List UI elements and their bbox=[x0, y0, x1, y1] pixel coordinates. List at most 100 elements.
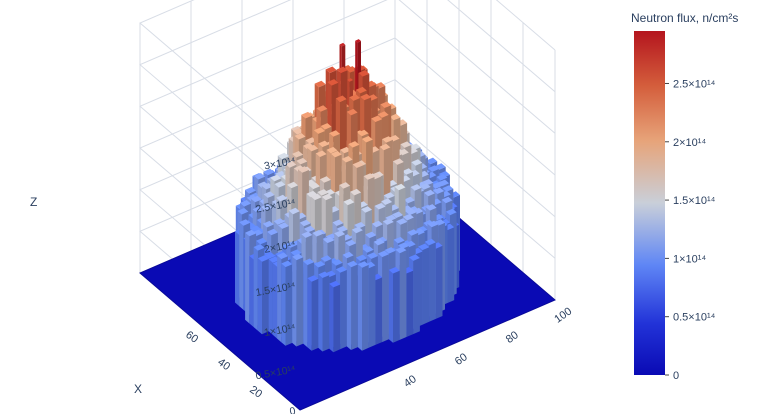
surface-cell-top bbox=[394, 183, 406, 191]
colorbar-tick-label: 2.5×10¹⁴ bbox=[673, 78, 716, 90]
surface-cell-top bbox=[336, 225, 348, 233]
colorbar-tick-label: 2×10¹⁴ bbox=[673, 137, 706, 149]
surface-cell-top bbox=[340, 146, 351, 154]
surface-cell-top bbox=[245, 187, 256, 194]
surface-cell-top bbox=[433, 187, 445, 194]
surface-cell-top bbox=[345, 66, 357, 73]
surface-cell-top bbox=[305, 137, 317, 144]
surface-cell-side bbox=[368, 265, 376, 348]
colorbar-gradient bbox=[634, 31, 665, 375]
surface-cell-top bbox=[252, 206, 264, 213]
surface-cell-top bbox=[312, 230, 324, 237]
surface-cell-top bbox=[277, 252, 288, 259]
surface-cell-top bbox=[384, 247, 396, 254]
y-tick-label: 80 bbox=[504, 329, 521, 346]
surface-cell-top bbox=[327, 79, 339, 86]
surface-cell-top bbox=[323, 236, 335, 244]
surface-cell-top bbox=[298, 166, 309, 173]
surface-cell-top bbox=[315, 150, 327, 157]
surface-cell-top bbox=[374, 203, 386, 210]
surface-cell-top bbox=[362, 246, 374, 253]
surface-cell-side bbox=[346, 263, 352, 350]
surface-cell-top bbox=[314, 80, 326, 88]
surface-cell-top bbox=[403, 196, 415, 204]
surface-cell-top bbox=[303, 225, 315, 233]
surface-cell-top bbox=[335, 95, 347, 102]
surface-cell-top bbox=[377, 111, 389, 118]
surface-cell-top bbox=[287, 181, 298, 189]
surface-cell-top bbox=[318, 140, 330, 148]
surface-cell-top bbox=[303, 258, 315, 265]
z-grid-line bbox=[139, 0, 556, 203]
z-grid-line bbox=[139, 0, 556, 161]
surface-cell-top bbox=[350, 188, 362, 196]
surface-cell-top bbox=[361, 206, 372, 213]
surface-cell-top bbox=[307, 144, 319, 152]
surface-cell-side bbox=[318, 274, 323, 352]
surface-cell-top bbox=[307, 275, 319, 282]
surface-cell-side bbox=[292, 256, 297, 347]
surface-cell-top bbox=[373, 238, 385, 246]
surface-cell-top bbox=[442, 185, 454, 192]
surface-cell-top bbox=[303, 142, 314, 150]
surface-cell-top bbox=[310, 193, 322, 201]
surface-cell-top bbox=[335, 266, 347, 273]
surface-cell-top bbox=[314, 261, 325, 268]
surface-cell-top bbox=[351, 226, 363, 234]
surface-cell-side bbox=[351, 264, 358, 350]
surface-cell-top bbox=[326, 146, 338, 154]
surface-cell-side bbox=[382, 254, 389, 343]
surface-cell-top bbox=[263, 191, 275, 198]
z-tick-label: 2×10¹⁴ bbox=[263, 238, 296, 255]
surface-cell-top bbox=[313, 127, 325, 134]
surface-cell-top bbox=[268, 256, 280, 263]
surface-cell-top bbox=[347, 78, 353, 82]
surface-cell-top bbox=[371, 115, 382, 123]
surface-cell-top bbox=[382, 218, 394, 225]
colorbar-tick-label: 1.5×10¹⁴ bbox=[673, 195, 716, 207]
surface-cell-side bbox=[272, 263, 278, 339]
surface-cell-top bbox=[427, 220, 439, 228]
surface-cell-top bbox=[383, 192, 395, 199]
surface-cell-top bbox=[246, 194, 258, 202]
surface-cell-top bbox=[346, 108, 358, 116]
surface-cell-top bbox=[250, 195, 262, 203]
surface-cell-top bbox=[396, 218, 408, 225]
surface-cell-top bbox=[407, 229, 419, 236]
surface-cell-top bbox=[294, 133, 306, 140]
surface-cell-side bbox=[422, 247, 430, 325]
surface-cell-side bbox=[429, 242, 436, 322]
surface-cell-side bbox=[399, 250, 407, 340]
surface-cell-top bbox=[441, 196, 453, 204]
z-tick-label: 0 bbox=[289, 405, 297, 414]
surface-cell-top bbox=[393, 236, 405, 244]
colorbar: Neutron flux, n/cm²s 0 0.5×10¹⁴ 1×10¹⁴ 1.5×… bbox=[631, 11, 738, 382]
surface-cell-top bbox=[320, 123, 332, 130]
surface-cell-side bbox=[277, 255, 282, 343]
surface-cell-top bbox=[256, 237, 267, 245]
z-grid-line bbox=[139, 0, 556, 244]
x-tick-label: 60 bbox=[183, 329, 200, 346]
surface-cell-top bbox=[317, 189, 329, 196]
surface-cell-top bbox=[270, 174, 282, 182]
surface-cell-side bbox=[340, 269, 347, 350]
flux-surface bbox=[235, 39, 460, 353]
surface-cell-side bbox=[268, 259, 273, 335]
surface-cell-side bbox=[303, 261, 308, 348]
surface-cell-top bbox=[345, 239, 357, 247]
surface-cell-top bbox=[402, 168, 413, 175]
surface-cell-top bbox=[381, 198, 393, 205]
surface-cell-side bbox=[447, 227, 455, 303]
surface-cell-top bbox=[346, 260, 358, 268]
surface-cell-top bbox=[380, 101, 392, 108]
surface-cell-top bbox=[405, 208, 417, 216]
surface-cell-top bbox=[425, 204, 437, 211]
surface-cell-top bbox=[341, 156, 353, 163]
surface-cell-top bbox=[277, 152, 289, 160]
surface-cell-side bbox=[375, 277, 383, 345]
surface-cell-top bbox=[321, 193, 333, 201]
surface-cell-side bbox=[257, 258, 262, 335]
surface-cell-top bbox=[320, 255, 332, 262]
surface-cell-top bbox=[274, 181, 286, 188]
